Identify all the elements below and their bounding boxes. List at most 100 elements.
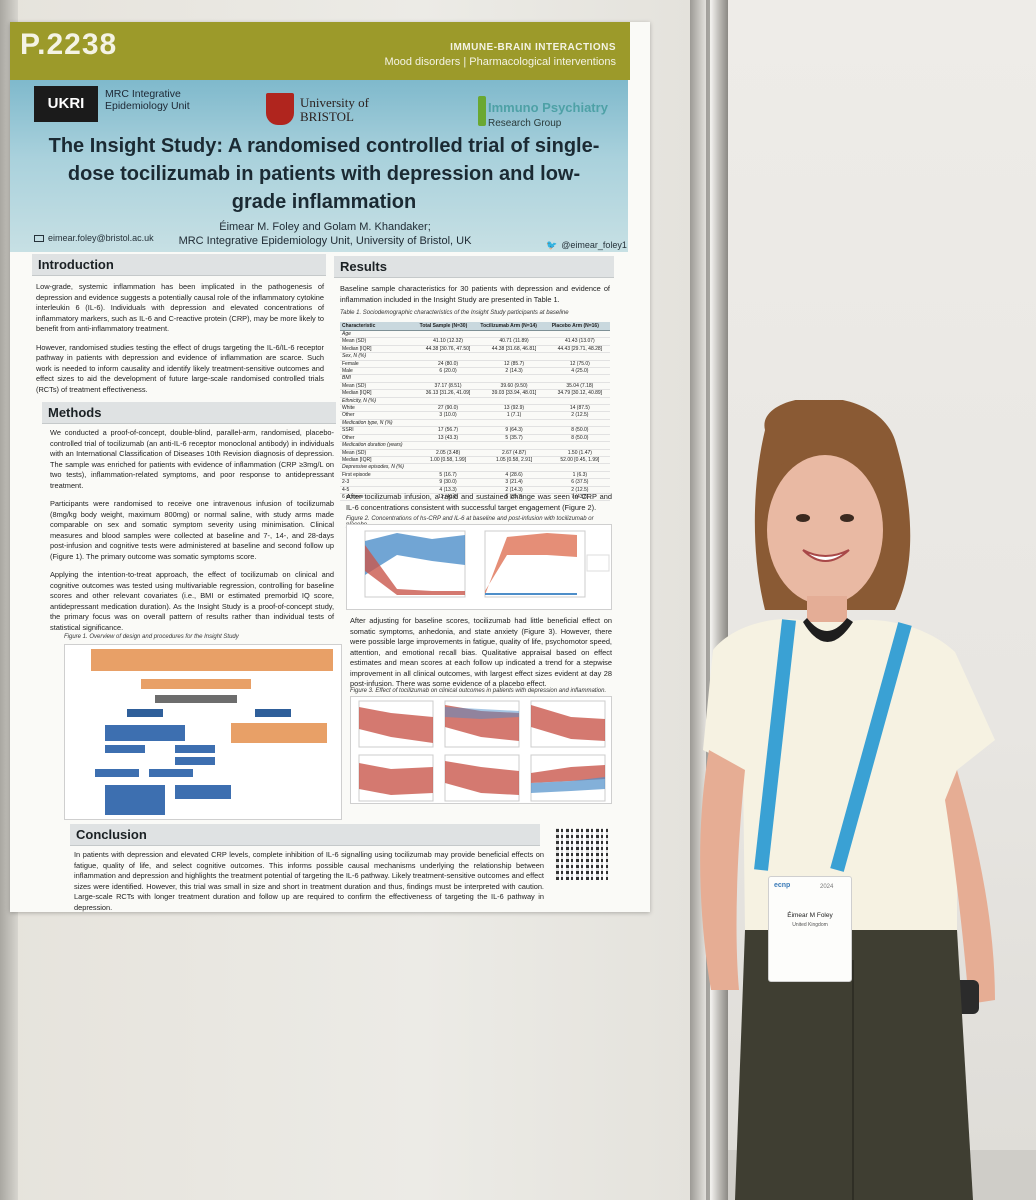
table-cell: 37.17 (8.51)	[417, 382, 479, 391]
table-cell: 24 (80.0)	[417, 360, 479, 369]
table-cell	[417, 397, 479, 406]
table-cell	[549, 330, 610, 339]
table-cell	[549, 441, 610, 450]
il6-tocilizumab-band	[485, 533, 577, 595]
table-cell: 7 (43.8)	[549, 493, 610, 502]
table-cell	[478, 397, 550, 406]
poster-category: IMMUNE-BRAIN INTERACTIONS	[450, 42, 616, 53]
table-cell: 2-3	[340, 478, 418, 487]
table-1-demographics: Characteristic Total Sample (N=30) Tociliz…	[340, 322, 610, 502]
table-cell: Median [IQR]	[340, 456, 418, 465]
poster-header	[10, 80, 628, 252]
table-cell: Female	[340, 360, 418, 369]
table-cell	[478, 352, 550, 361]
table-cell	[549, 419, 610, 428]
table-header-cell: Tocilizumab Arm (N=14)	[478, 322, 550, 331]
flow-tocilizumab-arm	[95, 769, 139, 777]
lanyard-left-strap	[754, 619, 796, 871]
table-row: Sex, N (%)	[340, 352, 610, 361]
panel-4-tocilizumab-band	[359, 763, 433, 795]
methods-paragraph-3: Applying the intention-to-treat approach…	[50, 570, 334, 632]
table-cell	[417, 330, 479, 339]
email-icon	[34, 235, 44, 243]
table-row: Median [IQR] 44.38 [30.76, 47.50] 44.38 [3…	[340, 345, 610, 354]
table-cell: 4 (25.0)	[549, 367, 610, 376]
table-cell	[417, 374, 479, 383]
figure-3-panel-2	[444, 700, 520, 748]
twitter-handle: @eimear_foley1	[561, 240, 627, 250]
table-cell: 4 (13.3)	[417, 486, 479, 494]
introduction-paragraph-2: However, randomised studies testing the …	[36, 342, 324, 394]
table-cell: 1.05 [0.58, 2.91]	[478, 456, 550, 465]
board-frame-groove	[706, 0, 710, 1200]
figure-2-il6-panel	[484, 530, 610, 598]
table-cell	[478, 463, 550, 472]
table-cell: 5 (35.7)	[478, 493, 550, 502]
poster-title: The Insight Study: A randomised controll…	[48, 135, 600, 213]
figure-3-panel-3	[530, 700, 606, 748]
figure-1-caption: Figure 1. Overview of design and procedu…	[64, 634, 239, 640]
figure-3-panel-4	[358, 754, 434, 802]
flow-baseline-assessment	[105, 725, 185, 741]
table-row: Mean (SD) 41.10 (12.32) 40.71 (11.89) 41.43…	[340, 337, 610, 346]
flow-exclusion	[175, 745, 215, 753]
table-cell: 6 (20.0)	[417, 367, 479, 376]
introduction-paragraph-1: Low-grade, systemic inflammation has bee…	[36, 282, 324, 333]
table-cell: Age	[340, 330, 418, 339]
methods-paragraph-1: We conducted a proof-of-concept, double-…	[50, 428, 334, 490]
table-cell: 44.43 [29.71, 48.28]	[549, 345, 610, 354]
table-cell: 2 (14.3)	[478, 367, 550, 376]
immunopsychiatry-logo-text: Immuno Psychiatry	[488, 100, 608, 115]
results-paragraph-1: Baseline sample characteristics for 30 p…	[340, 284, 610, 304]
twitter-icon: 🐦	[546, 240, 558, 250]
panel-1-tocilizumab-band	[359, 707, 433, 743]
table-row: Median [IQR] 36.13 [31.26, 41.09] 39.03 [3…	[340, 389, 610, 398]
flow-participant-identification	[91, 649, 333, 671]
table-cell	[478, 419, 550, 428]
table-body: Age Mean (SD) 41.10 (12.32) 40.71 (11.89) 41…	[340, 330, 610, 502]
table-cell: Mean (SD)	[340, 449, 418, 457]
figure-2-legend	[586, 554, 610, 572]
table-row: Other 3 (10.0) 1 (7.1) 2 (12.5)	[340, 411, 610, 420]
figure-2-crp-panel	[364, 530, 466, 598]
table-cell: Other	[340, 434, 418, 443]
table-row: Depressive episodes, N (%)	[340, 463, 610, 472]
badge-country: United Kingdom	[792, 922, 828, 928]
table-cell: 12 (85.7)	[478, 360, 550, 369]
results-heading: Results	[334, 256, 614, 278]
table-1-caption: Table 1. Sociodemographic characteristic…	[340, 310, 569, 316]
table-row: 4-5 4 (13.3) 2 (14.3) 2 (12.5)	[340, 486, 610, 494]
qr-code-pattern	[556, 828, 608, 880]
flow-group-a	[127, 709, 163, 717]
table-row: Ethnicity, N (%)	[340, 397, 610, 406]
flow-baseline-assessment-b	[231, 723, 327, 743]
crp-tocilizumab-band	[365, 545, 465, 595]
table-cell: 1 (7.1)	[478, 411, 550, 420]
conclusion-text: In patients with depression and elevated…	[74, 850, 544, 912]
table-row: Female 24 (80.0) 12 (85.7) 12 (75.0)	[340, 360, 610, 369]
bristol-logo-text: University of BRISTOL	[300, 95, 369, 124]
presenter-person	[700, 400, 995, 1200]
table-cell: 3 (10.0)	[417, 411, 479, 420]
table-cell: 12 (40.0)	[417, 493, 479, 502]
table-cell	[549, 463, 610, 472]
table-cell: 2 (12.5)	[549, 411, 610, 420]
results-paragraph-2: After tocilizumab infusion, a rapid and …	[346, 492, 612, 512]
flow-cognitive-assessment	[175, 785, 231, 799]
table-row: Other 13 (43.3) 5 (35.7) 8 (50.0)	[340, 434, 610, 443]
table-cell: 27 (90.0)	[417, 404, 479, 413]
table-cell: 8 (50.0)	[549, 426, 610, 435]
presenter-right-arm	[700, 750, 745, 990]
panel-6-tocilizumab-band	[531, 765, 605, 783]
figure-3-panel-6	[530, 754, 606, 802]
figure-3-panel-1	[358, 700, 434, 748]
methods-heading: Methods	[42, 402, 336, 424]
table-row: Male 6 (20.0) 2 (14.3) 4 (25.0)	[340, 367, 610, 376]
table-cell: 13 (43.3)	[417, 434, 479, 443]
panel-2-placebo-band	[445, 707, 519, 719]
immunopsychiatry-logo-icon	[478, 96, 486, 126]
table-cell: 13 (92.9)	[478, 404, 550, 413]
figure-3-caption: Figure 3. Effect of tocilizumab on clini…	[350, 688, 607, 694]
table-cell: BMI	[340, 374, 418, 383]
table-cell: 5 (35.7)	[478, 434, 550, 443]
